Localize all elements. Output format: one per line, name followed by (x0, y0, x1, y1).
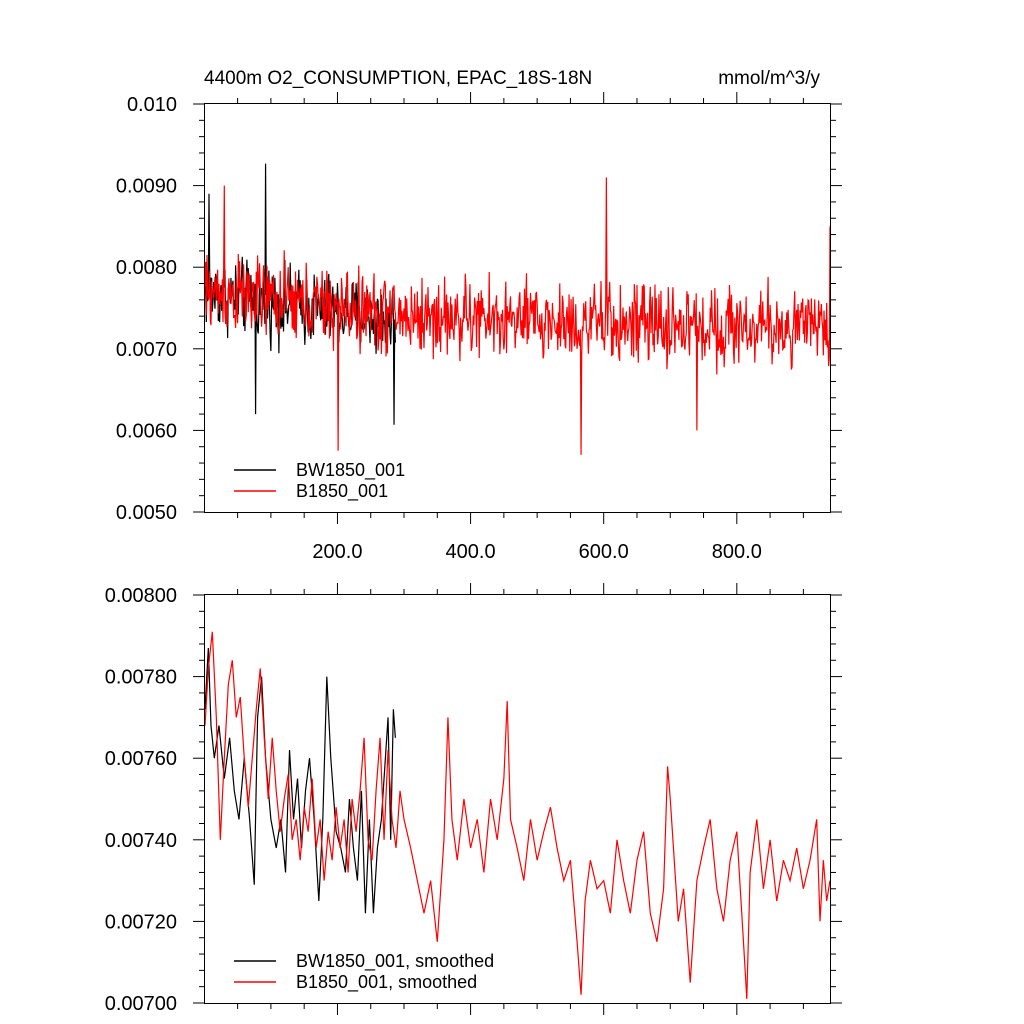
top-y-tick-label: 0.0080 (116, 257, 177, 279)
chart-units-label: mmol/m^3/y (718, 68, 820, 89)
top-x-tick-label: 600.0 (579, 541, 629, 563)
bottom-y-tick-label: 0.00780 (105, 667, 177, 689)
legend-label-b1850: B1850_001 (296, 481, 388, 502)
legend-label-bw1850-smoothed: BW1850_001, smoothed (296, 951, 494, 972)
top-x-tick-label: 200.0 (312, 541, 362, 563)
top-legend: BW1850_001 B1850_001 (234, 460, 405, 502)
chart-title: 4400m O2_CONSUMPTION, EPAC_18S-18N (204, 68, 592, 89)
top-y-tick-label: 0.0090 (116, 176, 177, 198)
top-panel: 4400m O2_CONSUMPTION, EPAC_18S-18N mmol/… (116, 68, 842, 563)
top-x-tick-label: 400.0 (446, 541, 496, 563)
bottom-y-tick-label: 0.00760 (105, 748, 177, 770)
top-y-tick-label: 0.0050 (116, 502, 177, 524)
bottom-series-line-bw1850 (204, 648, 396, 914)
bottom-y-tick-label: 0.00700 (105, 993, 177, 1015)
bottom-series-line-b1850 (204, 631, 831, 999)
top-y-tick-label: 0.0060 (116, 420, 177, 442)
bottom-plot-frame (204, 594, 831, 1004)
top-y-tick-label: 0.010 (127, 94, 177, 116)
bottom-y-tick-label: 0.00740 (105, 830, 177, 852)
bottom-panel: 0.00700 0.00720 0.00740 0.00760 0.00780 0.008… (105, 583, 842, 1015)
bottom-y-tick-label: 0.00800 (105, 585, 177, 607)
top-series-group (204, 163, 831, 455)
top-series-line-b1850 (204, 177, 831, 455)
legend-label-bw1850: BW1850_001 (296, 460, 405, 481)
top-y-tick-label: 0.0070 (116, 339, 177, 361)
top-axes-group: 0.0050 0.0060 0.0070 0.0080 0.0090 0.010 200.0… (116, 92, 842, 563)
top-plot-frame (204, 103, 831, 513)
legend-label-b1850-smoothed: B1850_001, smoothed (296, 972, 477, 993)
top-x-tick-label: 800.0 (712, 541, 762, 563)
bottom-y-tick-label: 0.00720 (105, 911, 177, 933)
bottom-legend: BW1850_001, smoothed B1850_001, smoothed (234, 951, 494, 993)
bottom-series-group (204, 631, 831, 999)
